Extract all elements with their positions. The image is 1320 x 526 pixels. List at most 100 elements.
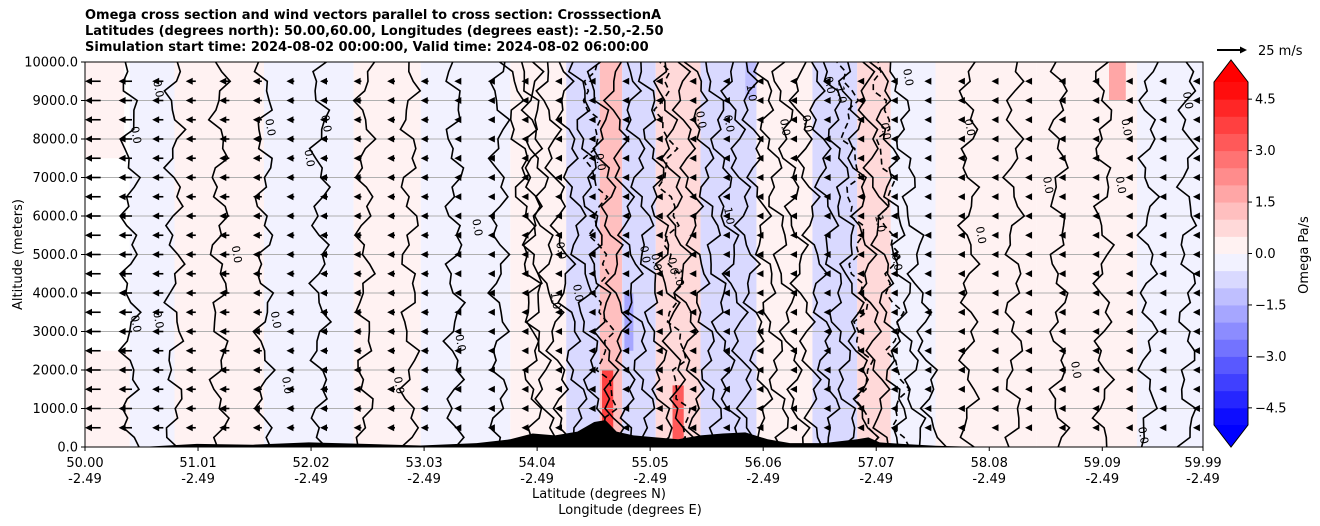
wind-vector-head xyxy=(420,154,428,162)
wind-vector xyxy=(622,405,630,412)
wind-vector-head xyxy=(689,193,697,201)
omega-fill-23 xyxy=(745,62,757,101)
wind-vector xyxy=(454,347,462,355)
wind-vector xyxy=(85,77,101,85)
wind-vector xyxy=(252,212,262,220)
wind-vector-head xyxy=(857,289,865,297)
wind-vector-head xyxy=(555,77,563,85)
wind-vector-head xyxy=(353,385,361,393)
wind-vector-head xyxy=(387,328,395,335)
wind-vector xyxy=(622,77,630,85)
wind-vector xyxy=(85,385,101,393)
contour-label-33: 0.0 xyxy=(962,118,978,137)
wind-vector xyxy=(420,193,429,201)
wind-vector-head xyxy=(689,347,697,355)
wind-vector-head xyxy=(1025,97,1033,104)
wind-vector-head xyxy=(487,231,495,239)
wind-vector xyxy=(487,385,495,393)
wind-vector xyxy=(957,212,965,220)
wind-vector xyxy=(85,251,101,258)
wind-vector-head xyxy=(85,77,92,85)
wind-vector xyxy=(924,116,932,124)
wind-vector xyxy=(152,97,164,104)
wind-vector-head xyxy=(890,154,898,162)
wind-vector xyxy=(454,116,462,124)
wind-vector-head xyxy=(1192,366,1200,374)
wind-vector xyxy=(655,174,663,181)
wind-vector xyxy=(722,174,730,181)
wind-vector-head xyxy=(387,174,395,181)
wind-vector-head xyxy=(286,212,294,220)
wind-vector-head xyxy=(957,193,965,201)
wind-vector-head xyxy=(252,212,260,220)
wind-vector xyxy=(555,347,563,355)
wind-vector-head xyxy=(957,270,965,278)
wind-vector xyxy=(857,328,865,335)
wind-vector xyxy=(219,251,230,258)
wind-vector xyxy=(1125,77,1133,85)
wind-vector xyxy=(555,135,563,143)
wind-vector xyxy=(487,116,495,124)
wind-vector-head xyxy=(1058,308,1066,316)
wind-vector xyxy=(487,270,495,278)
wind-vector-head xyxy=(1025,231,1033,239)
wind-vector xyxy=(118,116,133,124)
wind-vector-head xyxy=(487,270,495,278)
wind-vector xyxy=(185,251,196,258)
wind-vector-head xyxy=(286,116,294,124)
omega-contours xyxy=(117,62,1199,447)
wind-vector-head xyxy=(320,251,328,258)
wind-vector xyxy=(118,193,133,201)
wind-vector xyxy=(387,405,396,412)
wind-vector xyxy=(487,231,495,239)
wind-vector-head xyxy=(387,385,395,393)
wind-vector-head xyxy=(353,212,361,220)
wind-vector-head xyxy=(1025,405,1033,412)
wind-vector xyxy=(1092,308,1100,316)
wind-vector-head xyxy=(185,347,193,355)
contour-zero-25 xyxy=(752,62,811,447)
wind-vector-head xyxy=(756,347,764,355)
wind-vector xyxy=(185,174,196,181)
wind-vector xyxy=(756,116,764,124)
wind-vector-head xyxy=(1159,77,1167,85)
wind-vector xyxy=(823,212,831,220)
wind-vector xyxy=(756,97,764,104)
contour-zero-15 xyxy=(586,62,640,447)
wind-vector xyxy=(991,385,999,393)
wind-vector xyxy=(890,270,898,278)
wind-vector xyxy=(185,289,196,297)
wind-vector-head xyxy=(655,328,663,335)
wind-vector xyxy=(1025,135,1033,143)
wind-vector-head xyxy=(185,212,193,220)
wind-vector xyxy=(756,77,764,85)
wind-vector-head xyxy=(185,251,193,258)
wind-vector xyxy=(857,251,865,258)
wind-vector xyxy=(622,308,630,316)
wind-vector-head xyxy=(957,366,965,374)
wind-vector xyxy=(689,174,697,181)
wind-vector xyxy=(823,366,831,374)
wind-vector-head xyxy=(857,385,865,393)
wind-vector-head xyxy=(152,385,160,393)
colorbar-level-12 xyxy=(1214,202,1248,220)
wind-vector xyxy=(857,347,865,355)
wind-vector-head xyxy=(1025,193,1033,201)
wind-vector-head xyxy=(219,424,227,432)
contour-label-15: 1.0 xyxy=(548,291,564,310)
wind-vector xyxy=(655,385,663,393)
wind-vector-head xyxy=(957,231,965,239)
wind-vector xyxy=(286,97,295,104)
wind-vector xyxy=(85,366,101,374)
wind-vector-head xyxy=(487,116,495,124)
wind-vector xyxy=(420,231,429,239)
wind-vector-head xyxy=(1159,212,1167,220)
wind-vector xyxy=(1125,251,1133,258)
wind-vector xyxy=(420,366,429,374)
wind-vector-head xyxy=(185,231,193,239)
wind-vector-head xyxy=(655,77,663,85)
wind-vector xyxy=(521,97,529,104)
wind-vector-head xyxy=(1125,270,1133,278)
wind-vector xyxy=(252,424,262,432)
wind-vector-head xyxy=(353,289,361,297)
